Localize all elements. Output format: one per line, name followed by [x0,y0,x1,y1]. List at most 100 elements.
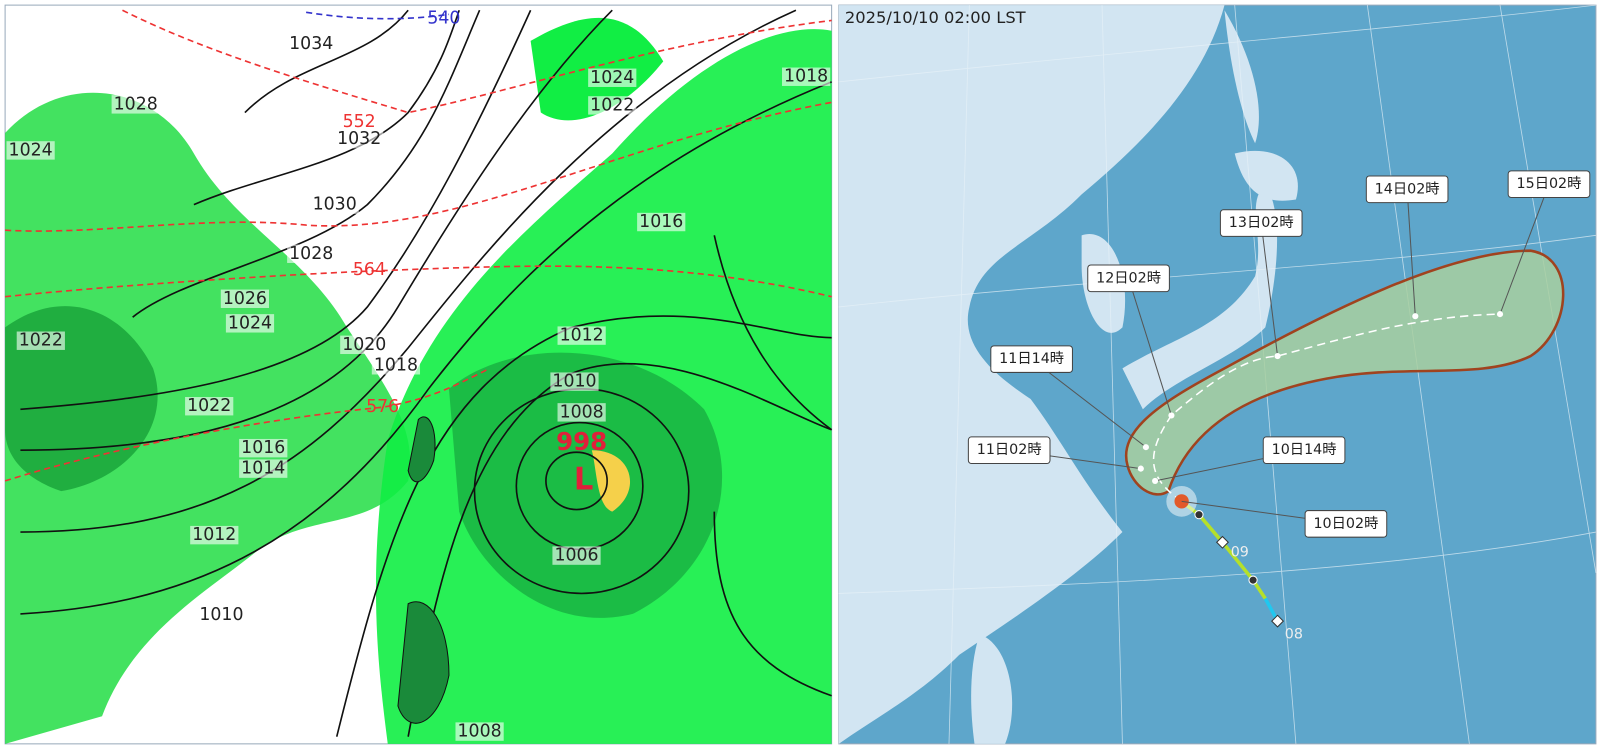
isobar-label: 1012 [560,326,604,346]
isobar-label-bg [335,129,384,149]
graticule-line [838,531,1596,594]
isobar-label-bg [287,34,336,54]
forecast-point [1412,313,1419,320]
isobar-label: 1028 [289,244,333,264]
precip-area [5,92,411,744]
isobar-label: 1022 [187,396,231,416]
isobar-label: 1024 [590,68,634,88]
label-box [1219,209,1303,237]
island [407,416,436,483]
height-label: 540 [427,8,460,28]
height-contour [5,101,832,232]
island [397,601,450,724]
past-point [1194,510,1204,520]
leader-line [1260,222,1279,357]
isobar-label: 1016 [241,438,285,458]
isobar [20,9,532,411]
forecast-label: 11日02時 [977,441,1042,458]
land-mainland [838,5,1225,744]
leader-line [1031,358,1147,448]
forecast-point [1142,444,1149,451]
low-pressure-value: 998 [556,427,607,456]
label-box [1087,264,1170,293]
land-hokkaido [1234,150,1298,201]
isobar-label: 1026 [223,289,267,309]
isobar-label: 1024 [228,313,272,333]
graticule-line [838,4,1596,83]
current-position [1174,494,1189,509]
isobar-label-bg [588,96,637,115]
height-contour-blue [305,11,450,20]
graticule-line [948,5,970,744]
past-point [1215,535,1229,549]
isobar-label-bg [340,335,389,355]
label-box [1365,175,1449,204]
graticule-line [1366,5,1470,744]
past-label: 09 [1231,545,1249,561]
isobar-label-bg [220,289,270,308]
isobar-label-bg [225,314,275,333]
isobar [713,235,833,431]
isobar-label-bg [782,67,831,86]
graticule-line [1101,5,1123,744]
isobar-label: 1030 [313,195,357,215]
isobar-label: 1028 [114,94,158,114]
isobar [132,9,481,318]
isobar-label-bg [310,195,359,214]
right-panel [838,4,1597,745]
leader-line [1128,278,1172,416]
timestamp: 2025/10/10 02:00 LST [845,8,1027,27]
isobar-label-bg [557,326,606,345]
forecast-point [1152,477,1159,484]
isobar [545,451,608,511]
graticule-line [838,234,1596,308]
height-contour [5,265,832,298]
isobar-label-bg [455,722,504,741]
isobar-label: 1014 [241,459,285,479]
land-luzon [971,634,1013,744]
isobar-label: 1020 [342,335,386,355]
isobar-label: 1006 [554,546,598,566]
isobar-label: 1034 [289,34,333,54]
land-japan [1122,184,1278,410]
height-label: 552 [343,112,376,132]
past-point [1271,614,1285,628]
low-pressure-symbol: L [574,462,594,497]
isobar-label-bg [550,372,599,391]
forecast-label: 15日02時 [1517,175,1582,192]
isobar [20,9,797,533]
forecast-point [1274,353,1281,360]
isobar [713,511,832,697]
forecast-label: 13日02時 [1229,214,1294,231]
isobar-label-bg [239,459,288,478]
height-contour [4,367,491,482]
isobar [20,81,832,615]
leader-line [1406,189,1416,317]
leader-line [1499,183,1550,315]
label-box [1507,170,1591,198]
isobar-label: 1010 [199,605,243,625]
isobar-label-bg [111,95,160,114]
forecast-label: 10日02時 [1313,515,1378,532]
past-label: 08 [1285,626,1303,642]
isobar-label-bg [557,403,606,422]
height-contour [122,9,832,114]
isobar-label-bg [287,244,336,263]
forecast-label: 14日02時 [1375,180,1440,197]
land-taiwan [979,532,996,584]
label-box [1304,510,1388,538]
isobar-label: 1012 [192,525,236,545]
isobar [193,9,460,206]
isobar [20,9,613,452]
label-box [990,345,1073,373]
isobar-label-bg [239,438,288,458]
isobar-label: 1010 [552,372,596,392]
land-sakhalin [1224,10,1259,144]
isobar-label-bg [6,141,55,160]
isobar-label: 1008 [560,402,604,422]
label-box [967,436,1051,465]
isobar-label-bg [197,605,246,625]
forecast-label: 12日02時 [1096,269,1161,286]
